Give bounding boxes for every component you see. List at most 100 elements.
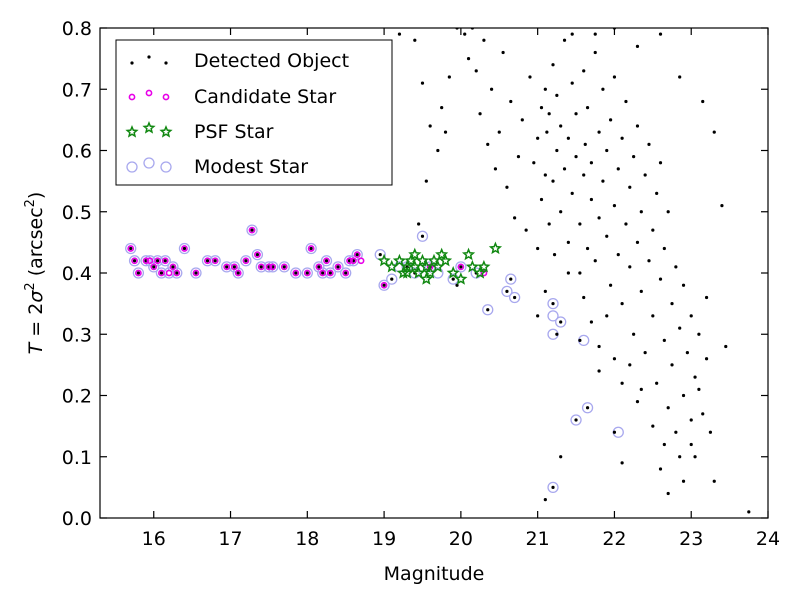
detected-object-point xyxy=(552,253,557,257)
detected-object-point xyxy=(136,271,140,275)
detected-object-point xyxy=(612,357,617,361)
candidate-star-point xyxy=(192,269,200,277)
detected-object-point xyxy=(397,32,402,36)
detected-object-point xyxy=(585,406,590,410)
modest-star-point xyxy=(547,481,559,494)
modest-star-point xyxy=(128,255,141,267)
detected-object-point xyxy=(597,130,601,134)
detected-object-point xyxy=(513,295,517,300)
psf-star-point xyxy=(415,253,430,267)
detected-object-point xyxy=(559,320,563,324)
detected-object-point xyxy=(413,38,417,42)
detected-object-point xyxy=(459,265,463,269)
y-axis-label: T = 2σ2 (arcsec2) xyxy=(23,192,47,355)
modest-star-point xyxy=(148,261,160,273)
x-axis-label: Magnitude xyxy=(384,563,485,585)
candidate-star-point xyxy=(280,263,288,271)
modest-star-point xyxy=(505,273,517,285)
detected-object-point xyxy=(171,265,175,269)
legend-label-modest-star: Modest Star xyxy=(194,156,308,178)
detected-object-point xyxy=(543,173,547,177)
detected-object-point xyxy=(555,148,559,153)
detected-object-point xyxy=(643,173,647,177)
modest-star-point xyxy=(455,261,467,273)
detected-object-point xyxy=(681,393,686,398)
detected-object-point xyxy=(543,289,547,293)
psf-star-point xyxy=(408,247,422,261)
detected-object-point xyxy=(647,259,651,263)
detected-object-point xyxy=(701,412,705,416)
modest-star-point xyxy=(351,248,363,261)
y-tick-label: 0.6 xyxy=(62,141,92,163)
detected-object-point xyxy=(662,246,666,251)
detected-object-point xyxy=(152,265,156,269)
detected-object-point xyxy=(513,216,517,220)
detected-object-point xyxy=(570,81,574,85)
detected-object-point xyxy=(155,259,160,263)
detected-object-point xyxy=(555,93,559,97)
detected-object-point xyxy=(712,130,716,134)
modest-star-point xyxy=(386,273,398,285)
y-tick-label: 0.1 xyxy=(62,447,92,469)
detected-object-point xyxy=(566,136,570,140)
detected-object-point xyxy=(578,222,582,226)
detected-object-point xyxy=(536,136,540,140)
legend-marker-candidate-star xyxy=(145,89,153,97)
detected-object-point xyxy=(658,161,663,165)
detected-object-point xyxy=(486,308,490,312)
detected-object-point xyxy=(658,277,663,281)
detected-object-point xyxy=(474,69,478,73)
psf-star-point xyxy=(412,266,426,279)
candidate-star-point xyxy=(242,257,250,265)
detected-object-point xyxy=(624,99,628,104)
detected-object-point xyxy=(681,479,686,483)
detected-object-point xyxy=(570,32,574,36)
detected-object-point xyxy=(505,289,509,293)
detected-object-point xyxy=(612,430,617,434)
candidate-star-point xyxy=(211,257,219,265)
candidate-star-point xyxy=(158,269,165,277)
detected-object-point xyxy=(635,44,640,48)
detected-object-point xyxy=(555,332,559,336)
detected-object-point xyxy=(536,246,540,251)
candidate-star-point xyxy=(269,263,277,271)
detected-object-point xyxy=(620,381,624,385)
detected-object-point xyxy=(704,357,709,361)
detected-object-point xyxy=(509,277,513,281)
detected-object-point xyxy=(317,265,321,269)
detected-object-point xyxy=(582,173,586,177)
modest-star-point xyxy=(140,255,152,267)
detected-object-point xyxy=(583,142,587,146)
psf-star-point xyxy=(377,253,391,267)
detected-object-point xyxy=(628,185,632,189)
candidate-star-point xyxy=(150,263,158,271)
detected-object-point xyxy=(651,424,655,428)
detected-object-point xyxy=(532,161,536,165)
detected-object-point xyxy=(324,259,329,263)
candidate-star-point xyxy=(323,257,330,265)
psf-star-point xyxy=(461,247,476,261)
y-tick-label: 0.4 xyxy=(62,263,92,285)
detected-object-point xyxy=(574,112,578,116)
detected-object-point xyxy=(551,485,555,489)
legend-marker-modest-star xyxy=(143,157,155,169)
detected-object-point xyxy=(205,259,210,263)
candidate-star-point xyxy=(349,257,357,265)
detected-object-point xyxy=(482,38,486,42)
detected-object-point xyxy=(582,295,586,300)
detected-object-point xyxy=(336,265,340,269)
psf-star-point xyxy=(465,259,480,273)
detected-object-point xyxy=(605,314,609,318)
detected-object-point xyxy=(681,283,686,287)
modest-star-point xyxy=(232,267,244,279)
detected-object-point xyxy=(255,253,260,257)
detected-object-point xyxy=(501,50,505,55)
psf-star-point xyxy=(427,253,441,267)
detected-object-point xyxy=(578,271,582,275)
detected-object-point xyxy=(175,271,179,275)
modest-star-point xyxy=(313,261,325,273)
psf-star-point xyxy=(431,259,445,273)
detected-object-point xyxy=(390,277,394,281)
detected-object-point xyxy=(608,283,613,287)
